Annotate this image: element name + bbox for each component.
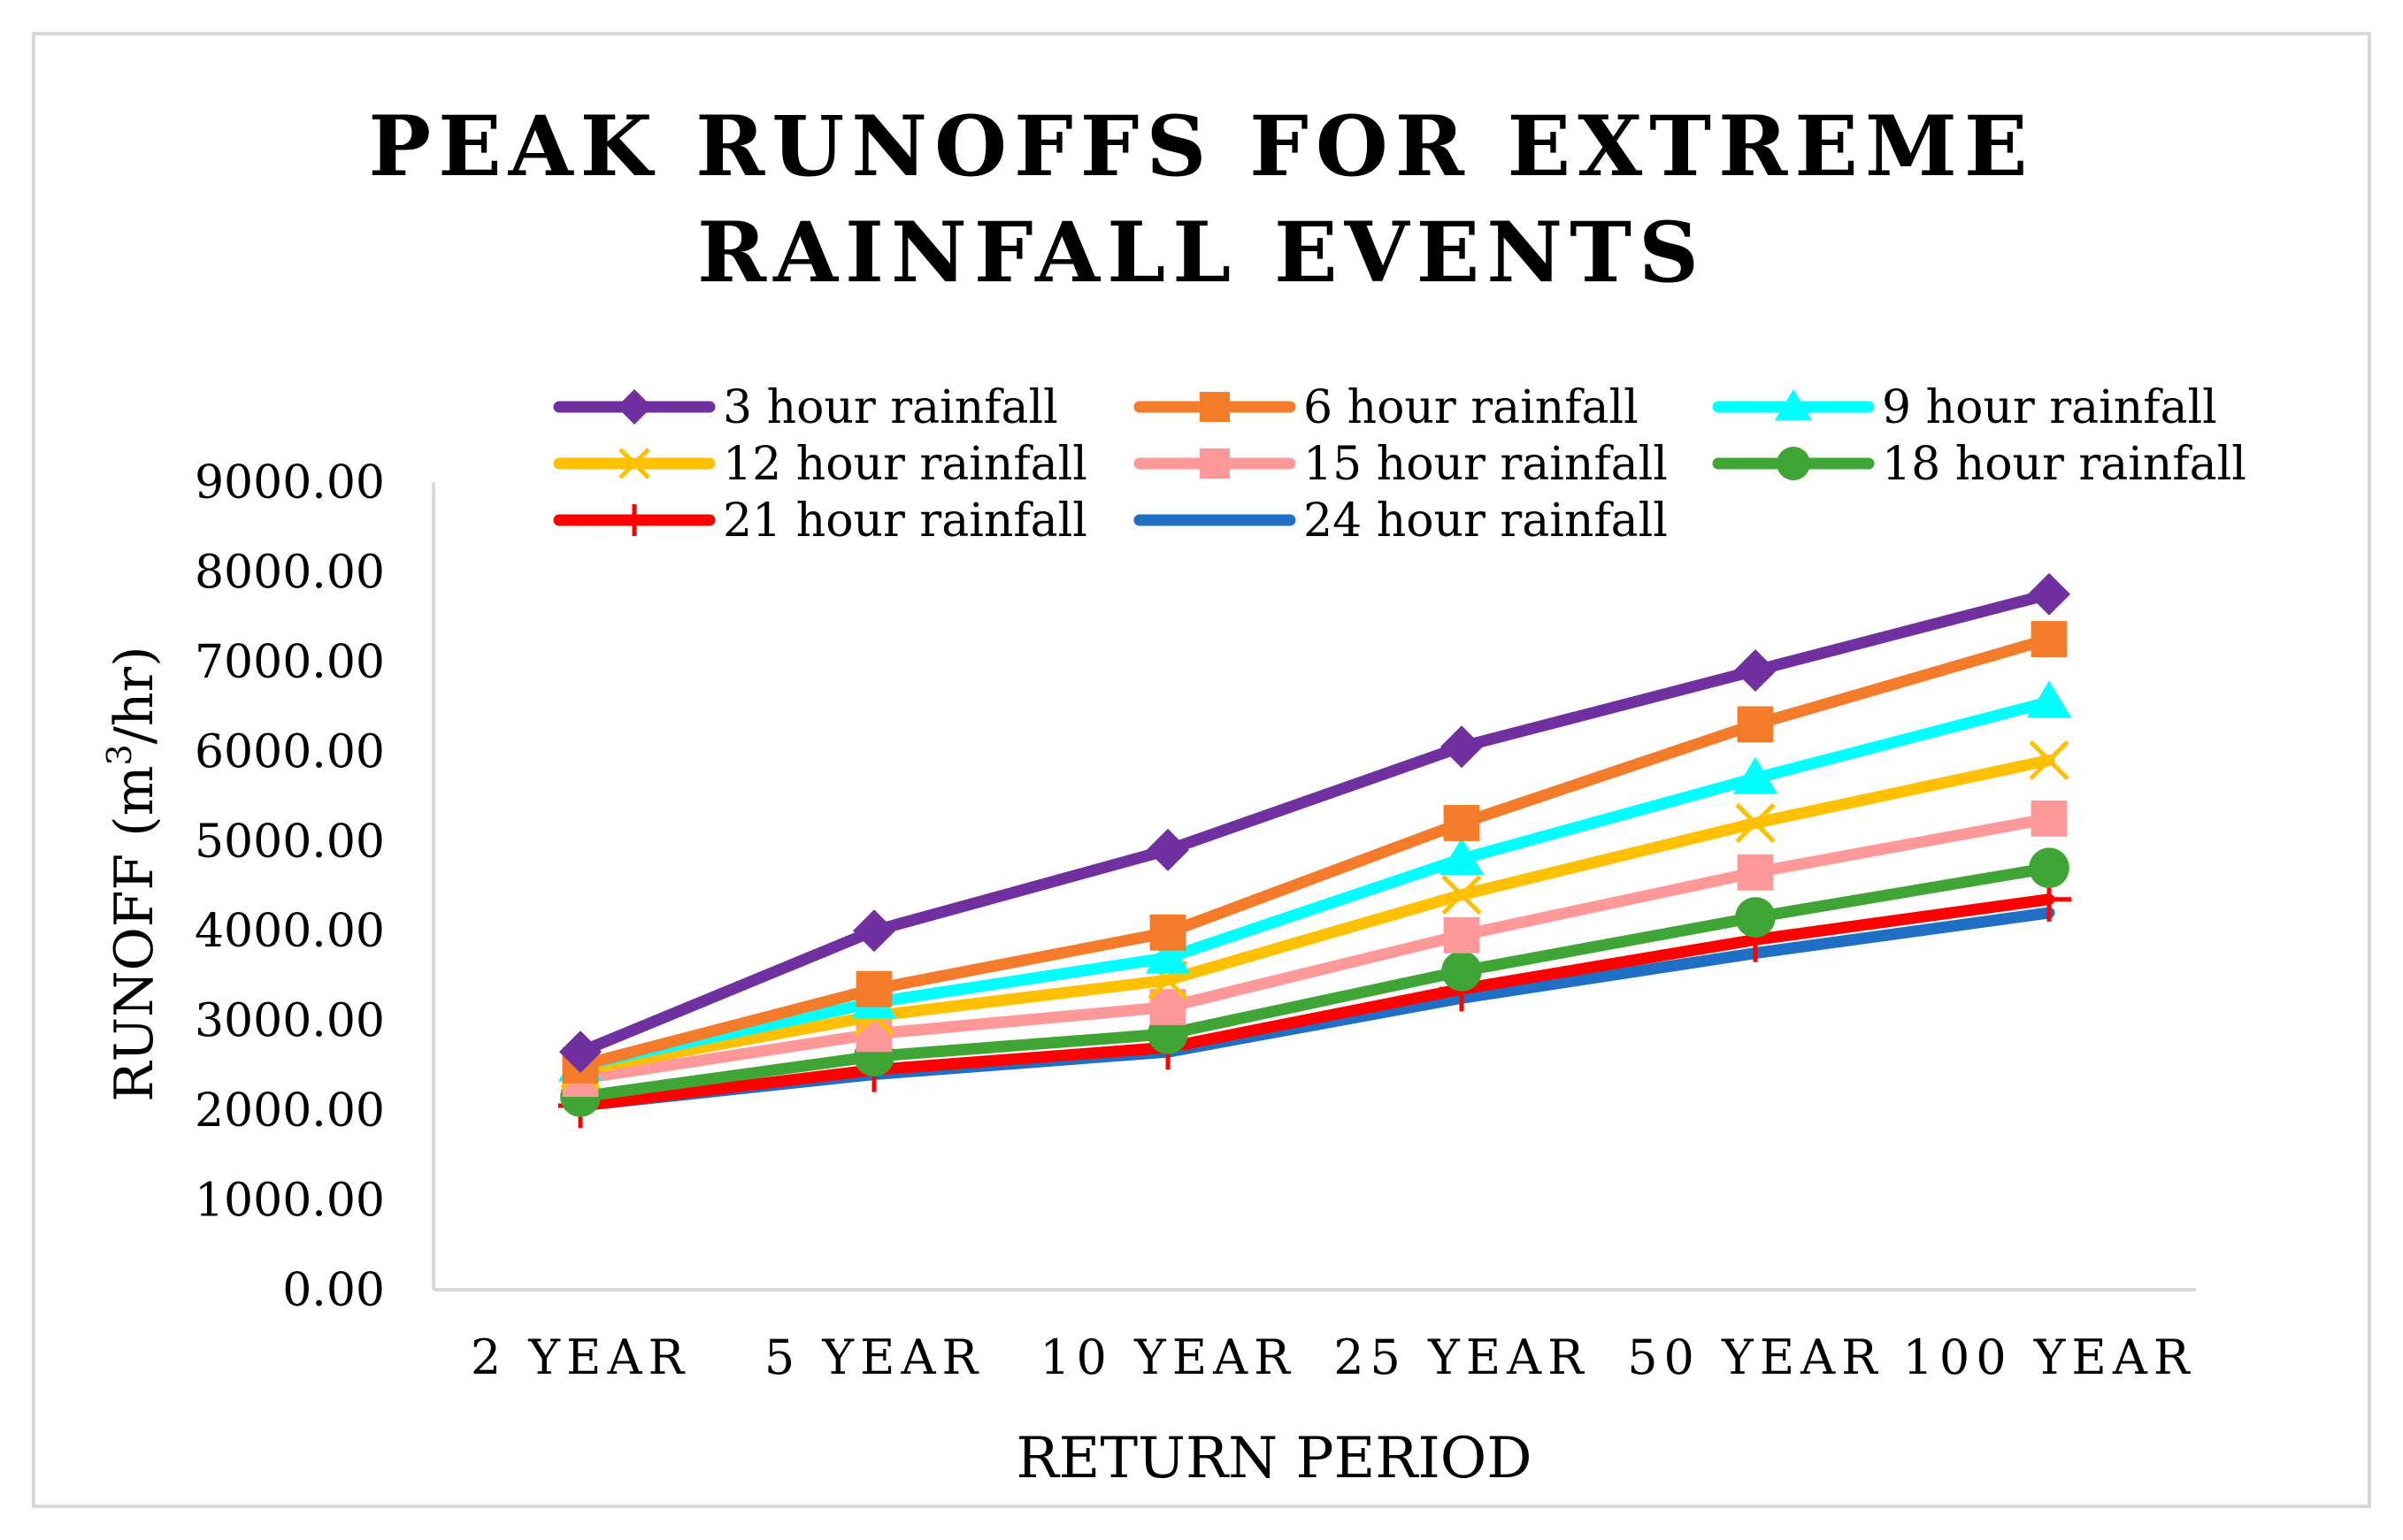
data-point [1147, 828, 1189, 871]
x-tick-label: 10 YEAR [1040, 1329, 1296, 1385]
legend-swatch-marker [1200, 448, 1230, 479]
y-tick-label: 1000.00 [195, 1175, 385, 1228]
legend-entry: 6 hour rainfall [1133, 381, 1639, 434]
x-tick-label: 2 YEAR [471, 1329, 690, 1385]
legend-entry: 3 hour rainfall [553, 381, 1058, 434]
data-point [559, 1030, 602, 1074]
data-point [2031, 801, 2068, 837]
series-1 [559, 572, 2070, 1074]
data-point [1441, 951, 1482, 992]
y-tick-label: 2000.00 [195, 1084, 385, 1138]
data-point [1732, 756, 1778, 794]
y-tick-label: 4000.00 [195, 905, 385, 958]
x-tick-label: 100 YEAR [1903, 1329, 2196, 1385]
legend-swatch-marker [1200, 392, 1230, 422]
legend-label: 21 hour rainfall [723, 494, 1087, 548]
y-axis-label: RUNOFF (m3/hr) [100, 646, 165, 1101]
data-point [2026, 680, 2072, 718]
legend-entry: 24 hour rainfall [1133, 494, 1668, 548]
series-line [574, 812, 2055, 1085]
y-tick-label: 6000.00 [195, 725, 385, 778]
legend-swatch-marker [617, 389, 652, 425]
data-point [1441, 875, 1482, 916]
y-axis-label-main: RUNOFF (m [104, 766, 165, 1102]
data-point [1440, 725, 1483, 769]
data-point [1735, 897, 1776, 938]
data-point [2029, 739, 2069, 781]
y-tick-label: 9000.00 [195, 456, 385, 510]
series-line [574, 754, 2055, 1076]
x-axis: 2 YEAR 5 YEAR 10 YEAR 25 YEAR 50 YEAR 100 YEA… [434, 1288, 2196, 1385]
legend-swatch-marker [1777, 447, 1810, 480]
series-line [574, 893, 2055, 1112]
series-line [574, 633, 2055, 1071]
y-tick-label: 8000.00 [195, 546, 385, 599]
series-line [574, 862, 2055, 1103]
x-tick-label: 25 YEAR [1333, 1329, 1590, 1385]
data-point [2029, 847, 2069, 889]
y-axis-label-superscript: 3 [100, 744, 139, 765]
legend-entry: 9 hour rainfall [1712, 381, 2217, 434]
legend-label: 9 hour rainfall [1882, 381, 2217, 434]
y-axis: 0.00 1000.00 2000.00 3000.00 4000.00 5000.00 6… [195, 456, 435, 1317]
y-tick-label: 5000.00 [195, 816, 385, 869]
chart-title-line-2: RAINFALL EVENTS [697, 204, 1706, 302]
series-line [574, 588, 2055, 1058]
data-point [2031, 621, 2068, 657]
data-point [1145, 936, 1191, 974]
data-point [1443, 916, 1480, 954]
legend-label: 15 hour rainfall [1303, 438, 1668, 491]
y-tick-label: 0.00 [282, 1264, 385, 1317]
y-axis-label-tail: /hr) [104, 646, 165, 744]
data-point [856, 970, 893, 1008]
legend-entry: 12 hour rainfall [553, 438, 1087, 491]
legend-entry: 18 hour rainfall [1712, 438, 2246, 491]
legend-label: 3 hour rainfall [723, 381, 1058, 434]
y-tick-label: 3000.00 [195, 995, 385, 1048]
plot-area [557, 572, 2072, 1129]
data-point [853, 909, 895, 953]
data-point [2028, 572, 2070, 616]
series-5 [562, 801, 2068, 1098]
legend: 3 hour rainfall 6 hour rainfall 9 hour rai… [553, 381, 2246, 548]
data-point [1737, 706, 1774, 743]
x-tick-label: 50 YEAR [1627, 1329, 1884, 1385]
data-point [1443, 805, 1480, 841]
x-tick-label: 5 YEAR [764, 1329, 984, 1385]
legend-swatch-marker [618, 448, 650, 479]
data-point [1735, 802, 1776, 844]
series-line [574, 696, 2055, 1071]
legend-entry: 15 hour rainfall [1133, 438, 1668, 491]
chart-title-line-1: PEAK RUNOFFS FOR EXTREME [368, 98, 2034, 195]
legend-swatch-marker [618, 504, 650, 536]
data-point [1737, 854, 1774, 891]
legend-label: 12 hour rainfall [723, 438, 1087, 491]
x-axis-label: RETURN PERIOD [1016, 1426, 1532, 1491]
data-point [1149, 914, 1186, 951]
data-point [1439, 838, 1485, 876]
legend-label: 6 hour rainfall [1303, 381, 1639, 434]
legend-entry: 21 hour rainfall [553, 494, 1087, 548]
legend-label: 24 hour rainfall [1303, 494, 1668, 548]
series-2 [562, 621, 2068, 1084]
legend-label: 18 hour rainfall [1882, 438, 2246, 491]
data-point [1734, 649, 1777, 693]
legend-swatch-marker [1775, 389, 1812, 420]
y-tick-label: 7000.00 [195, 636, 385, 689]
